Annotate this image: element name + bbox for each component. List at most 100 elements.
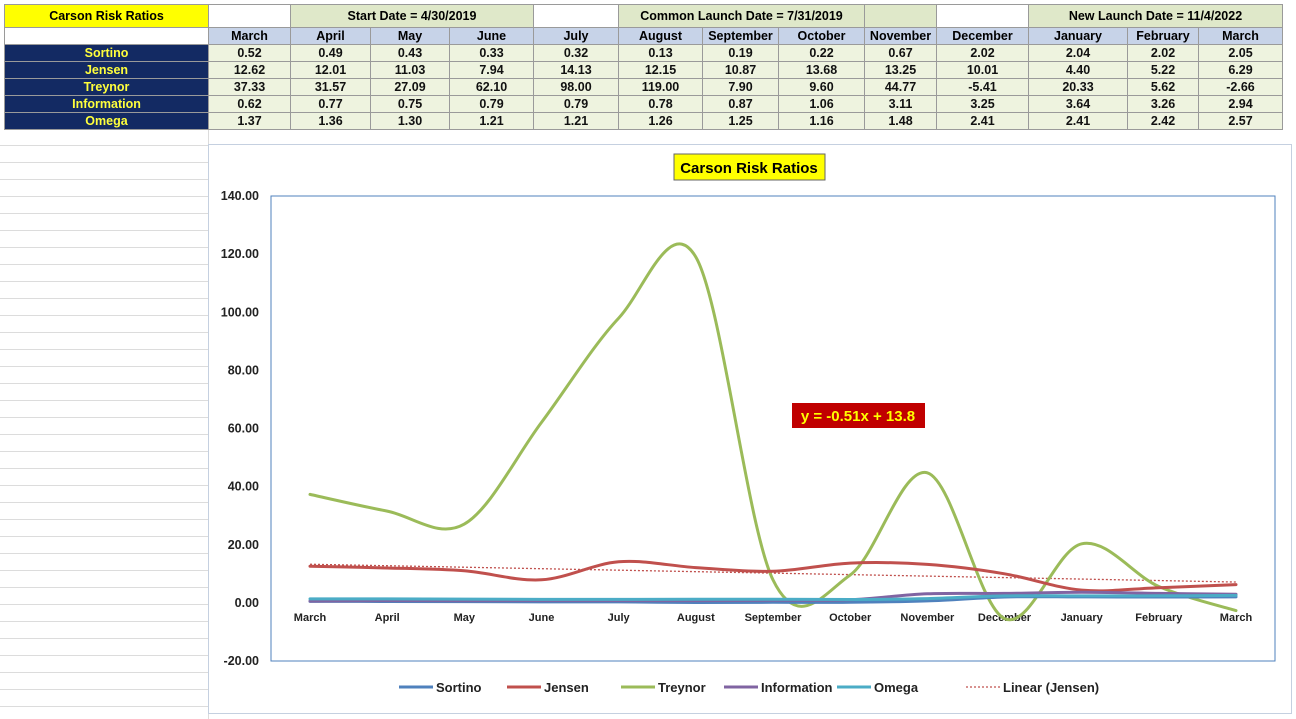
month-header[interactable]: February bbox=[1127, 27, 1199, 45]
value-cell[interactable]: 1.30 bbox=[370, 112, 450, 130]
row-label-sortino[interactable]: Sortino bbox=[4, 44, 209, 62]
value-cell[interactable]: 2.41 bbox=[936, 112, 1029, 130]
value-cell[interactable]: 3.26 bbox=[1127, 95, 1199, 113]
value-cell[interactable]: 1.06 bbox=[778, 95, 865, 113]
series-line-omega[interactable] bbox=[308, 593, 1238, 602]
legend-label-trendline[interactable]: Linear (Jensen) bbox=[1003, 680, 1099, 695]
value-cell[interactable]: 0.52 bbox=[208, 44, 291, 62]
value-cell[interactable]: 20.33 bbox=[1028, 78, 1128, 96]
value-cell[interactable]: 11.03 bbox=[370, 61, 450, 79]
row-label-jensen[interactable]: Jensen bbox=[4, 61, 209, 79]
value-cell[interactable]: 1.36 bbox=[290, 112, 371, 130]
month-header[interactable]: July bbox=[533, 27, 619, 45]
value-cell[interactable]: 0.75 bbox=[370, 95, 450, 113]
row-label-information[interactable]: Information bbox=[4, 95, 209, 113]
value-cell[interactable]: -5.41 bbox=[936, 78, 1029, 96]
series-line-jensen[interactable] bbox=[308, 559, 1238, 593]
value-cell[interactable]: 2.02 bbox=[936, 44, 1029, 62]
empty-cell[interactable] bbox=[864, 4, 937, 28]
value-cell[interactable]: 1.21 bbox=[449, 112, 534, 130]
value-cell[interactable]: 0.87 bbox=[702, 95, 779, 113]
value-cell[interactable]: 4.40 bbox=[1028, 61, 1128, 79]
value-cell[interactable]: 3.64 bbox=[1028, 95, 1128, 113]
plot-area[interactable] bbox=[270, 195, 1276, 662]
value-cell[interactable]: 1.37 bbox=[208, 112, 291, 130]
value-cell[interactable]: 0.62 bbox=[208, 95, 291, 113]
value-cell[interactable]: 2.02 bbox=[1127, 44, 1199, 62]
sheet-title[interactable]: Carson Risk Ratios bbox=[4, 4, 209, 28]
value-cell[interactable]: 14.13 bbox=[533, 61, 619, 79]
value-cell[interactable]: 0.22 bbox=[778, 44, 865, 62]
value-cell[interactable]: 44.77 bbox=[864, 78, 937, 96]
value-cell[interactable]: 0.43 bbox=[370, 44, 450, 62]
value-cell[interactable]: 9.60 bbox=[778, 78, 865, 96]
value-cell[interactable]: 2.04 bbox=[1028, 44, 1128, 62]
start-date-banner[interactable]: Start Date = 4/30/2019 bbox=[290, 4, 534, 28]
row-label-omega[interactable]: Omega bbox=[4, 112, 209, 130]
series-line-treynor[interactable] bbox=[308, 242, 1238, 622]
value-cell[interactable]: 12.62 bbox=[208, 61, 291, 79]
value-cell[interactable]: 3.25 bbox=[936, 95, 1029, 113]
row-label-treynor[interactable]: Treynor bbox=[4, 78, 209, 96]
value-cell[interactable]: 2.42 bbox=[1127, 112, 1199, 130]
month-header[interactable]: March bbox=[1198, 27, 1283, 45]
value-cell[interactable]: 2.57 bbox=[1198, 112, 1283, 130]
value-cell[interactable]: 0.13 bbox=[618, 44, 703, 62]
month-header[interactable]: January bbox=[1028, 27, 1128, 45]
value-cell[interactable]: 7.94 bbox=[449, 61, 534, 79]
value-cell[interactable]: 0.49 bbox=[290, 44, 371, 62]
value-cell[interactable]: 31.57 bbox=[290, 78, 371, 96]
value-cell[interactable]: 0.79 bbox=[449, 95, 534, 113]
empty-cell[interactable] bbox=[533, 4, 619, 28]
value-cell[interactable]: 0.78 bbox=[618, 95, 703, 113]
month-header[interactable]: September bbox=[702, 27, 779, 45]
value-cell[interactable]: 98.00 bbox=[533, 78, 619, 96]
month-header[interactable]: June bbox=[449, 27, 534, 45]
value-cell[interactable]: 2.05 bbox=[1198, 44, 1283, 62]
value-cell[interactable]: 13.68 bbox=[778, 61, 865, 79]
month-header[interactable]: April bbox=[290, 27, 371, 45]
value-cell[interactable]: 1.48 bbox=[864, 112, 937, 130]
legend-label-sortino[interactable]: Sortino bbox=[436, 680, 482, 695]
month-header[interactable]: December bbox=[936, 27, 1029, 45]
value-cell[interactable]: 0.19 bbox=[702, 44, 779, 62]
value-cell[interactable]: 0.32 bbox=[533, 44, 619, 62]
value-cell[interactable]: 0.33 bbox=[449, 44, 534, 62]
value-cell[interactable]: 1.26 bbox=[618, 112, 703, 130]
legend-label-jensen[interactable]: Jensen bbox=[544, 680, 589, 695]
value-cell[interactable]: 0.79 bbox=[533, 95, 619, 113]
month-header[interactable]: August bbox=[618, 27, 703, 45]
trendline-equation[interactable]: y = -0.51x + 13.8 bbox=[801, 408, 915, 425]
value-cell[interactable]: 7.90 bbox=[702, 78, 779, 96]
chart-title[interactable]: Carson Risk Ratios bbox=[680, 160, 818, 177]
value-cell[interactable]: 1.16 bbox=[778, 112, 865, 130]
legend-label-omega[interactable]: Omega bbox=[874, 680, 919, 695]
value-cell[interactable]: 0.67 bbox=[864, 44, 937, 62]
value-cell[interactable]: 13.25 bbox=[864, 61, 937, 79]
value-cell[interactable]: 5.62 bbox=[1127, 78, 1199, 96]
value-cell[interactable]: 0.77 bbox=[290, 95, 371, 113]
value-cell[interactable]: 6.29 bbox=[1198, 61, 1283, 79]
value-cell[interactable]: 3.11 bbox=[864, 95, 937, 113]
month-header[interactable]: November bbox=[864, 27, 937, 45]
new-launch-banner[interactable]: New Launch Date = 11/4/2022 bbox=[1028, 4, 1283, 28]
value-cell[interactable]: 12.01 bbox=[290, 61, 371, 79]
value-cell[interactable]: 2.94 bbox=[1198, 95, 1283, 113]
legend-label-information[interactable]: Information bbox=[761, 680, 833, 695]
common-launch-banner[interactable]: Common Launch Date = 7/31/2019 bbox=[618, 4, 865, 28]
empty-cell[interactable] bbox=[936, 4, 1029, 28]
value-cell[interactable]: 10.01 bbox=[936, 61, 1029, 79]
value-cell[interactable]: 119.00 bbox=[618, 78, 703, 96]
empty-cell[interactable] bbox=[4, 27, 209, 45]
month-header[interactable]: October bbox=[778, 27, 865, 45]
month-header[interactable]: May bbox=[370, 27, 450, 45]
risk-ratios-chart[interactable]: Carson Risk Ratios -20.00 0.00 20.00 40.00 60… bbox=[208, 144, 1292, 714]
value-cell[interactable]: 5.22 bbox=[1127, 61, 1199, 79]
value-cell[interactable]: 10.87 bbox=[702, 61, 779, 79]
legend-label-treynor[interactable]: Treynor bbox=[658, 680, 706, 695]
value-cell[interactable]: 12.15 bbox=[618, 61, 703, 79]
month-header[interactable]: March bbox=[208, 27, 291, 45]
value-cell[interactable]: -2.66 bbox=[1198, 78, 1283, 96]
value-cell[interactable]: 37.33 bbox=[208, 78, 291, 96]
empty-cell[interactable] bbox=[208, 4, 291, 28]
